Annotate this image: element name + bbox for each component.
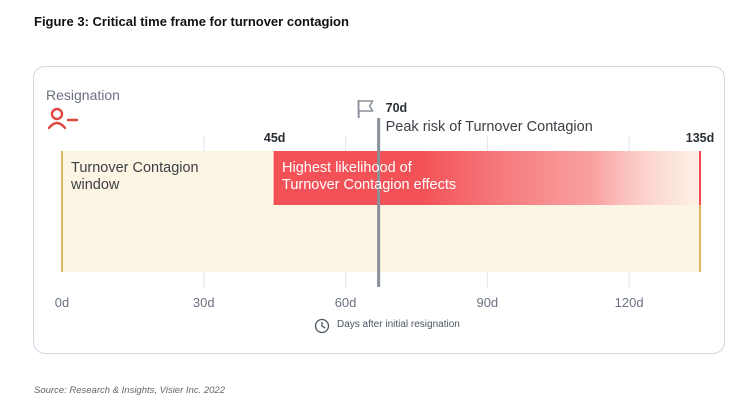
high-likelihood-band [274,151,700,205]
tick-label-90d: 90d [476,295,498,310]
peak-description-label: Peak risk of Turnover Contagion [386,119,593,135]
figure-title: Figure 3: Critical time frame for turnov… [34,14,349,29]
high-likelihood-label-line1: Highest likelihood of [282,160,413,176]
high-likelihood-label-line2: Turnover Contagion effects [282,177,456,193]
peak-value-label: 70d [386,101,408,115]
flag-icon [357,100,374,118]
window-end-label: 135d [686,131,715,145]
tick-label-60d: 60d [335,295,357,310]
tick-label-120d: 120d [615,295,644,310]
high-likelihood-start-label: 45d [264,131,286,145]
window-label-line1: Turnover Contagion [71,160,199,176]
tick-label-0d: 0d [55,295,69,310]
person-minus-icon [47,107,79,130]
resignation-label: Resignation [46,87,120,103]
tick-label-30d: 30d [193,295,215,310]
clock-icon [314,318,330,334]
x-axis-label: Days after initial resignation [337,319,460,330]
x-axis-ticks: 0d 30d 60d 90d 120d [55,295,644,310]
source-note: Source: Research & Insights, Visier Inc.… [34,385,225,396]
window-label-line2: window [70,177,120,193]
